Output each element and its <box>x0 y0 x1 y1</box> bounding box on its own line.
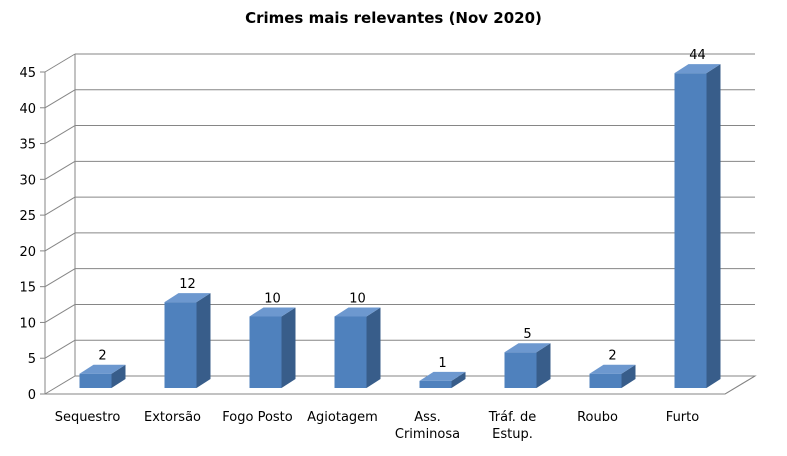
gridline-depth <box>44 125 76 144</box>
data-label: 5 <box>523 327 531 342</box>
bar-top <box>419 371 466 381</box>
bar <box>164 302 197 388</box>
floor-right-edge <box>724 375 756 395</box>
data-label: 10 <box>264 291 281 306</box>
bar-top <box>249 307 296 317</box>
bar-side <box>621 364 636 388</box>
gridline-depth <box>44 196 76 216</box>
bar-side <box>451 371 466 388</box>
y-tick-label: 15 <box>19 281 36 296</box>
bars <box>79 64 721 389</box>
y-tick-label: 25 <box>19 209 36 224</box>
y-tick-label: 20 <box>19 245 36 260</box>
gridline-depth <box>44 89 76 109</box>
gridline-depth <box>44 160 76 180</box>
gridlines <box>43 53 757 395</box>
bar-side <box>366 307 381 388</box>
data-label: 44 <box>689 48 706 63</box>
x-tick-label: Extorsão <box>144 410 201 425</box>
x-tick-label: Tráf. de <box>488 410 537 425</box>
x-tick-label: Agiotagem <box>307 410 378 425</box>
gridline-depth <box>44 304 76 323</box>
x-tick-label: Criminosa <box>395 427 460 442</box>
bar <box>249 316 282 388</box>
bar-top <box>79 364 126 374</box>
data-label: 2 <box>608 349 616 364</box>
y-tick-label: 5 <box>28 352 36 367</box>
bar-side <box>706 64 721 389</box>
data-label: 10 <box>349 291 366 306</box>
bar <box>589 373 622 388</box>
y-tick-label: 35 <box>19 138 36 153</box>
bar-top <box>334 307 381 317</box>
bar <box>419 380 452 388</box>
gridline-depth <box>44 232 76 252</box>
bar-top <box>674 64 721 74</box>
bar-top <box>164 293 211 303</box>
y-tick-label: 40 <box>19 102 36 117</box>
y-tick-label: 0 <box>28 388 36 403</box>
data-label: 1 <box>438 356 446 371</box>
bar <box>674 73 707 389</box>
y-tick-label: 45 <box>19 66 36 81</box>
gridline-depth <box>44 339 76 359</box>
x-tick-label: Furto <box>666 410 699 425</box>
bar <box>334 316 367 388</box>
gridline-depth <box>44 53 76 73</box>
x-tick-label: Ass. <box>414 410 441 425</box>
bar-side <box>196 293 211 388</box>
y-tick-label: 30 <box>19 173 36 188</box>
chart-title: Crimes mais relevantes (Nov 2020) <box>245 9 542 27</box>
chart-floor <box>43 375 757 395</box>
x-tick-label: Estup. <box>492 427 533 442</box>
bar <box>504 352 537 388</box>
bar-side <box>281 307 296 388</box>
bar-side <box>536 343 551 388</box>
x-tick-label: Roubo <box>577 410 618 425</box>
bar-top <box>504 343 551 353</box>
y-tick-label: 10 <box>19 316 36 331</box>
x-tick-label: Sequestro <box>55 410 121 425</box>
bar-side <box>111 364 126 388</box>
data-label: 2 <box>98 349 106 364</box>
x-tick-label: Fogo Posto <box>222 410 293 425</box>
bar <box>79 373 112 388</box>
data-label: 12 <box>179 277 196 292</box>
bar-top <box>589 364 636 374</box>
gridline-depth <box>44 268 76 288</box>
